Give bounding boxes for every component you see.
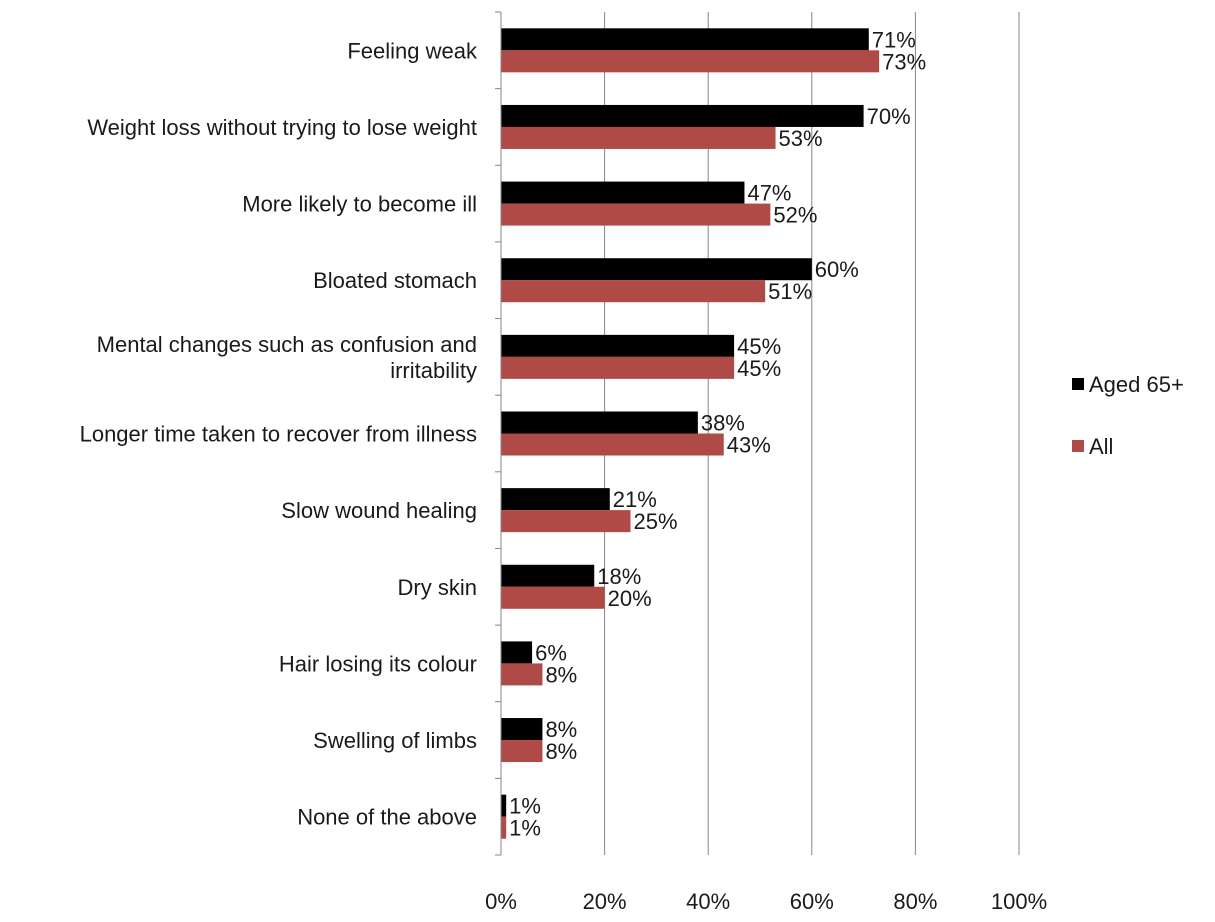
category-label: Longer time taken to recover from illnes…: [80, 422, 477, 447]
bar-aged-65: [501, 181, 745, 204]
category-label: More likely to become ill: [242, 192, 477, 217]
data-label: 52%: [773, 203, 817, 228]
data-label: 53%: [779, 126, 823, 151]
data-label: 20%: [608, 586, 652, 611]
category-label: Slow wound healing: [281, 498, 477, 523]
category-label: Dry skin: [398, 575, 477, 600]
bar-all: [501, 356, 735, 379]
category-label: Hair losing its colour: [279, 651, 477, 676]
bar-aged-65: [501, 104, 864, 127]
bars: [501, 28, 880, 839]
bar-all: [501, 126, 776, 149]
data-label: 1%: [509, 794, 541, 819]
data-label: 71%: [872, 27, 916, 52]
bar-aged-65: [501, 488, 610, 511]
bar-all: [501, 203, 771, 226]
bar-all: [501, 510, 631, 533]
data-label: 60%: [815, 257, 859, 282]
data-label: 21%: [613, 487, 657, 512]
bar-all: [501, 280, 766, 303]
data-label: 25%: [634, 509, 678, 534]
category-label: Mental changes such as confusion and: [97, 332, 477, 357]
x-tick-label: 100%: [991, 889, 1047, 914]
bar-aged-65: [501, 28, 869, 51]
category-label: irritability: [390, 358, 477, 383]
data-label: 45%: [737, 356, 781, 381]
bar-aged-65: [501, 641, 533, 664]
data-labels: 71%73%70%53%47%52%60%51%45%45%38%43%21%2…: [509, 27, 926, 840]
bar-aged-65: [501, 718, 543, 741]
category-label: Weight loss without trying to lose weigh…: [87, 115, 477, 140]
gridlines: [604, 12, 1020, 855]
bar-all: [501, 50, 880, 73]
data-label: 70%: [867, 104, 911, 129]
x-tick-label: 0%: [485, 889, 517, 914]
category-label: Feeling weak: [347, 38, 478, 63]
data-label: 18%: [597, 564, 641, 589]
data-label: 47%: [747, 181, 791, 206]
data-label: 43%: [727, 433, 771, 458]
data-label: 38%: [701, 411, 745, 436]
data-label: 1%: [509, 816, 541, 841]
x-tick-label: 40%: [686, 889, 730, 914]
category-label: None of the above: [297, 805, 477, 830]
bar-all: [501, 586, 605, 609]
x-tick-labels: 0% 20% 40% 60% 80% 100%: [485, 889, 1047, 914]
data-label: 73%: [882, 49, 926, 74]
category-label: Bloated stomach: [313, 268, 477, 293]
category-label: Swelling of limbs: [313, 728, 477, 753]
data-label: 51%: [768, 279, 812, 304]
bar-all: [501, 740, 543, 763]
data-label: 8%: [545, 739, 577, 764]
bar-aged-65: [501, 411, 698, 434]
legend: Aged 65+ All: [1072, 372, 1184, 459]
bar-aged-65: [501, 564, 595, 587]
bar-aged-65: [501, 794, 507, 817]
data-label: 8%: [545, 662, 577, 687]
data-label: 8%: [545, 717, 577, 742]
bar-all: [501, 433, 724, 456]
bar-all: [501, 816, 507, 839]
legend-swatch: [1072, 440, 1084, 452]
bar-aged-65: [501, 334, 735, 357]
bar-all: [501, 663, 543, 686]
data-label: 6%: [535, 640, 567, 665]
category-labels: Feeling weak Weight loss without trying t…: [80, 38, 478, 829]
bar-aged-65: [501, 258, 812, 281]
legend-label: Aged 65+: [1089, 372, 1184, 397]
category-axis: [495, 11, 502, 856]
data-label: 45%: [737, 334, 781, 359]
x-tick-label: 80%: [893, 889, 937, 914]
legend-swatch: [1072, 378, 1084, 390]
x-tick-label: 60%: [790, 889, 834, 914]
legend-label: All: [1089, 434, 1113, 459]
x-tick-label: 20%: [583, 889, 627, 914]
